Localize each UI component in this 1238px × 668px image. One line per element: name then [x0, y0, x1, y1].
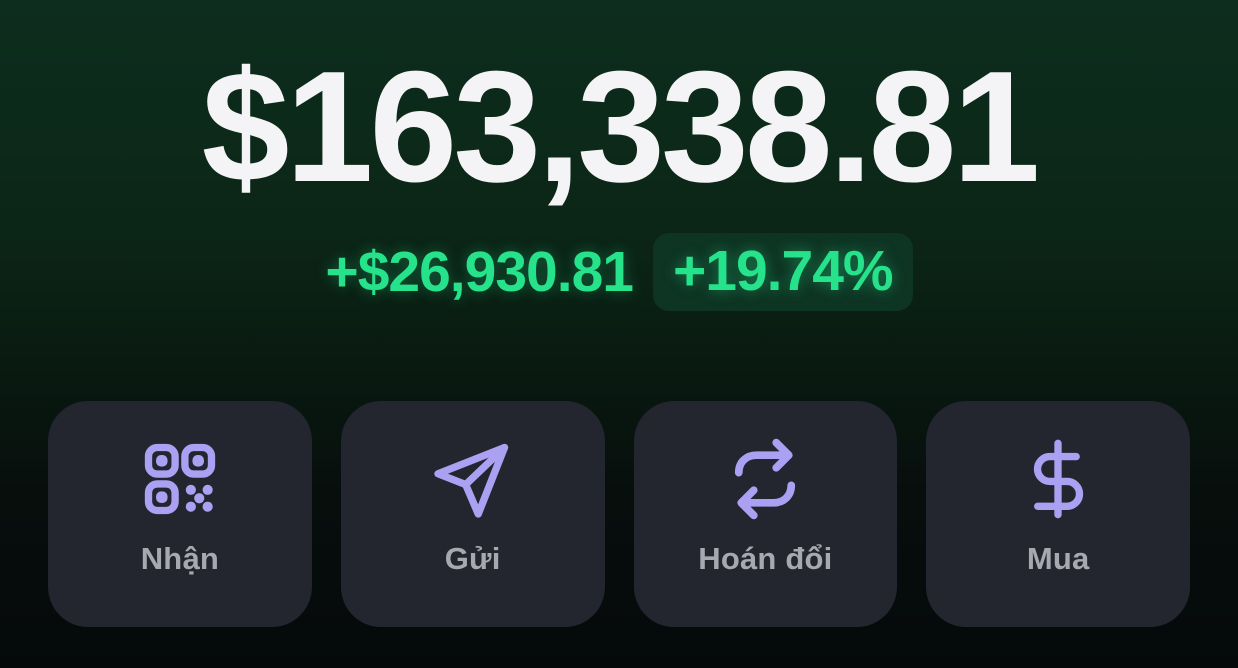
receive-button[interactable]: Nhận: [48, 401, 312, 627]
dollar-sign-icon: [1016, 437, 1100, 521]
balance-section: $163,338.81: [0, 48, 1238, 206]
send-button-label: Gửi: [444, 541, 501, 576]
swap-button-label: Hoán đổi: [698, 541, 833, 576]
buy-button-label: Mua: [1026, 541, 1090, 576]
change-percent-badge: +19.74%: [652, 233, 913, 311]
buy-button[interactable]: Mua: [926, 401, 1190, 627]
send-button[interactable]: Gửi: [340, 401, 605, 627]
change-amount: +$26,930.81: [325, 240, 634, 304]
receive-button-label: Nhận: [140, 541, 220, 576]
total-balance: $163,338.81: [201, 39, 1041, 215]
swap-icon: [723, 437, 807, 521]
swap-button[interactable]: Hoán đổi: [633, 401, 898, 627]
action-buttons-row: Nhận Gửi Hoán đổi Mua: [48, 401, 1190, 627]
send-icon: [431, 437, 515, 521]
balance-change-row: +$26,930.81 +19.74%: [0, 233, 1238, 311]
qr-code-icon: [138, 437, 222, 521]
